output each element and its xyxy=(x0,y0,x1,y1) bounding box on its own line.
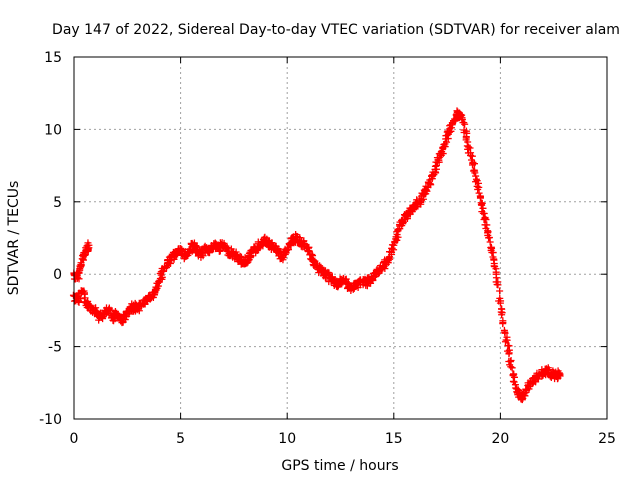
grid xyxy=(74,57,607,419)
x-axis-label: GPS time / hours xyxy=(281,458,398,474)
y-axis-label: SDTVAR / TECUs xyxy=(6,181,22,296)
y-tick-label: 5 xyxy=(53,195,62,211)
x-tick-label: 5 xyxy=(176,431,185,447)
x-tick-label: 15 xyxy=(385,431,403,447)
y-tick-label: 10 xyxy=(44,122,62,138)
y-tick-label: 15 xyxy=(44,50,62,66)
data-point-cluster xyxy=(420,182,431,198)
y-tick-label: -5 xyxy=(48,340,62,356)
chart-title: Day 147 of 2022, Sidereal Day-to-day VTE… xyxy=(52,22,620,38)
y-tick-label: 0 xyxy=(53,267,62,283)
data-point xyxy=(85,241,93,249)
x-tick-label: 0 xyxy=(70,431,79,447)
data-point xyxy=(556,370,564,378)
data-point-cluster xyxy=(476,192,487,216)
data-point-cluster xyxy=(471,167,483,193)
data-point xyxy=(496,299,504,307)
plot-frame xyxy=(73,56,608,420)
data-point-cluster xyxy=(484,229,496,254)
x-tick-label: 20 xyxy=(491,431,509,447)
x-tick-label: 25 xyxy=(598,431,616,447)
data-point-cluster xyxy=(391,228,402,247)
data-point-cluster xyxy=(446,119,457,136)
data-point-cluster xyxy=(428,162,441,180)
data-points xyxy=(69,107,564,404)
x-tick-label: 10 xyxy=(278,431,296,447)
y-tick-label: -10 xyxy=(39,412,62,428)
